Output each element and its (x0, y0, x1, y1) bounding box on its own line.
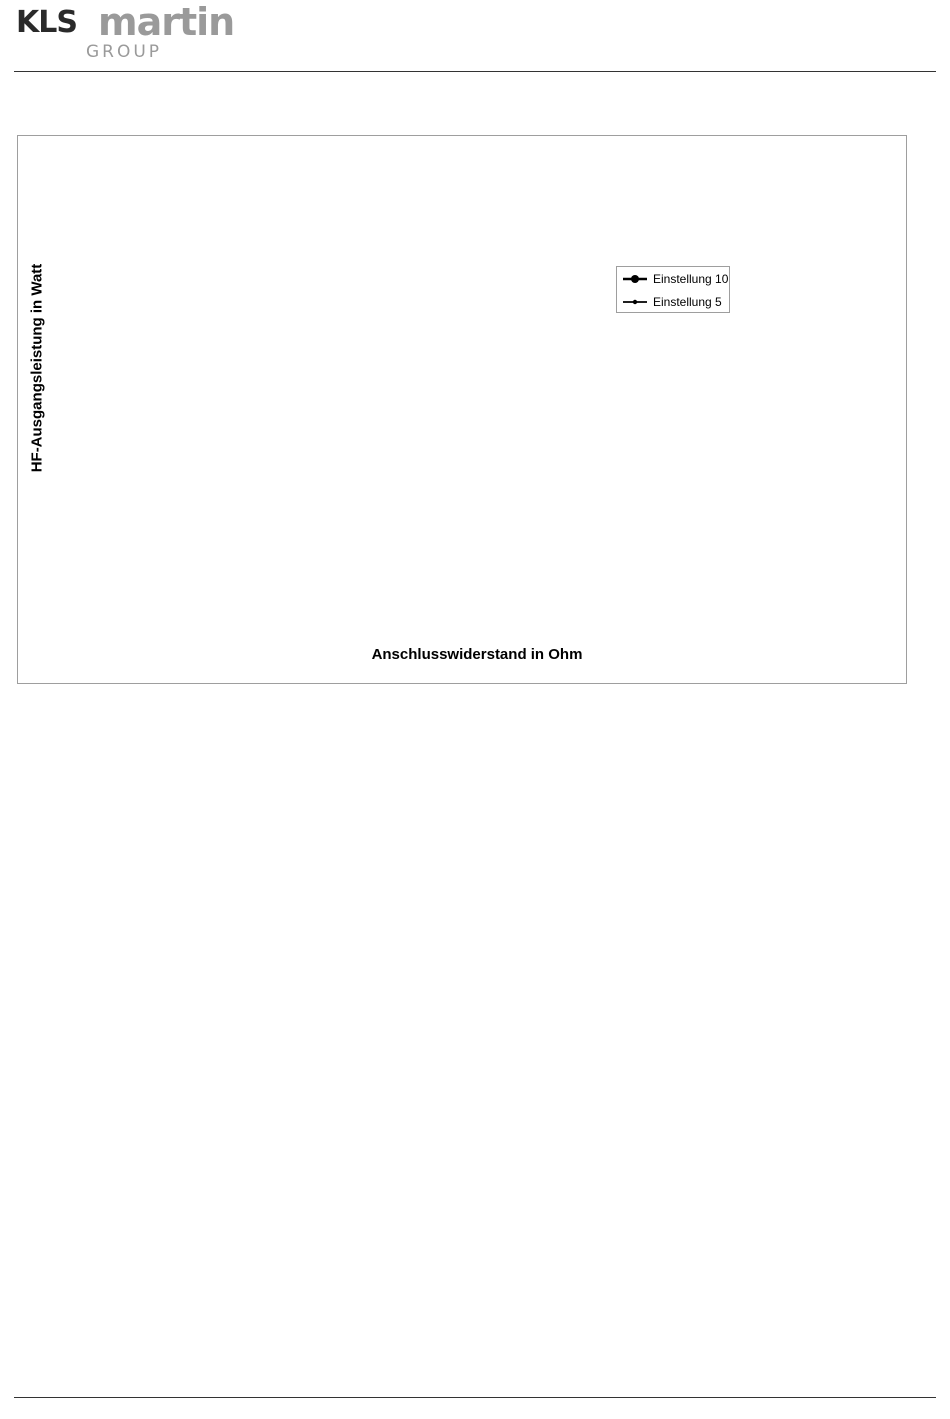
logo-kls-text: KLS (16, 5, 78, 40)
legend-label: Einstellung 5 (653, 295, 722, 309)
header-divider (14, 71, 936, 72)
x-axis-title: Anschlusswiderstand in Ohm (371, 646, 583, 663)
company-logo: KLS martin GROUP (16, 2, 256, 62)
legend-item-einstellung-5: Einstellung 5 (621, 294, 729, 310)
chart-frame (17, 135, 907, 684)
legend-label: Einstellung 10 (653, 272, 729, 286)
legend-marker-small-circle-icon (623, 299, 647, 305)
chart-legend: Einstellung 10 Einstellung 5 (616, 266, 730, 313)
legend-item-einstellung-10: Einstellung 10 (621, 271, 729, 287)
logo-group-text: GROUP (86, 42, 163, 62)
y-axis-title: HF-Ausgangsleistung in Watt (28, 263, 46, 473)
logo-martin-text: martin (98, 0, 235, 44)
footer-divider (14, 1397, 936, 1398)
legend-marker-large-circle-icon (623, 275, 647, 283)
